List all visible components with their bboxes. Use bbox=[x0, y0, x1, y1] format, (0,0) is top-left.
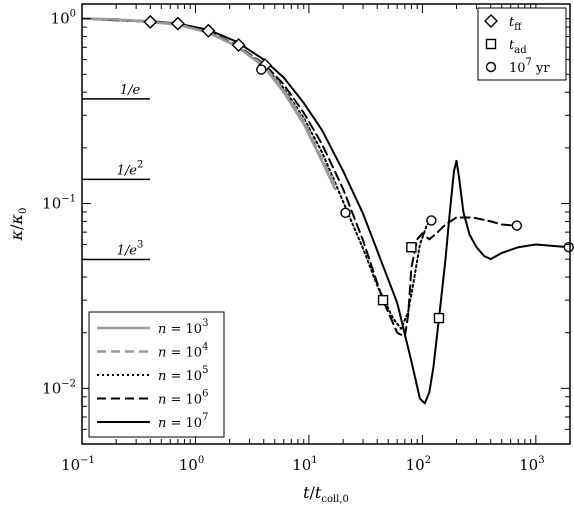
reference-line-label: 1/e bbox=[120, 83, 141, 98]
x-tick-label: 101 bbox=[292, 455, 317, 474]
marker-tff bbox=[201, 23, 216, 38]
series-line-n6 bbox=[81, 17, 516, 338]
marker-layer bbox=[143, 14, 574, 324]
y-tick-label: 100 bbox=[51, 9, 76, 28]
marker-1e7yr bbox=[256, 64, 267, 75]
reference-line-label: 1/e2 bbox=[117, 159, 144, 178]
legend-symbol-circle bbox=[485, 61, 497, 73]
tick-labels: 10−1 100 101 102 103 10−2 10−1 100 bbox=[42, 9, 544, 474]
legend-symbol-diamond bbox=[484, 14, 498, 28]
marker-1e7yr bbox=[511, 220, 523, 231]
series-line-n7 bbox=[81, 17, 571, 405]
y-tick-label: 10−2 bbox=[42, 378, 76, 397]
legend-line-label: n = 103 bbox=[158, 318, 208, 337]
x-tick-label: 103 bbox=[519, 455, 544, 474]
reference-line-label: 1/e3 bbox=[117, 239, 144, 258]
legend-line-label: n = 104 bbox=[158, 342, 208, 361]
plot-frame bbox=[81, 3, 571, 445]
legend-line-label: n = 107 bbox=[158, 412, 208, 431]
marker-tff bbox=[170, 16, 185, 31]
marker-tad bbox=[377, 294, 389, 306]
x-tick-label: 100 bbox=[179, 455, 204, 474]
y-axis-label: κ/κ0 bbox=[7, 208, 29, 242]
legend-marker-label: tad bbox=[509, 38, 527, 56]
legend-line-label: n = 106 bbox=[158, 389, 208, 408]
axis-labels: t/tcoll,0 κ/κ0 bbox=[7, 208, 349, 505]
y-tick-label: 10−1 bbox=[42, 193, 76, 212]
marker-1e7yr bbox=[340, 207, 351, 219]
x-axis-label: t/tcoll,0 bbox=[303, 483, 349, 505]
legend-lines-box bbox=[88, 311, 225, 438]
legend-line-label: n = 105 bbox=[158, 365, 208, 384]
marker-1e7yr bbox=[426, 215, 437, 226]
marker-tff bbox=[231, 38, 246, 53]
x-tick-label: 102 bbox=[406, 455, 431, 474]
legend-lines: n = 103 n = 104 n = 105 n = 106 n = 107 bbox=[88, 311, 225, 438]
legend-symbol-square bbox=[485, 38, 497, 50]
legend-marker-label: tff bbox=[509, 15, 522, 33]
reference-lines: 1/e 1/e2 1/e3 bbox=[82, 83, 150, 261]
legend-marker-label: 107 yr bbox=[509, 57, 550, 76]
marker-tad bbox=[406, 242, 417, 253]
marker-tad bbox=[433, 312, 445, 324]
marker-tff bbox=[143, 14, 158, 29]
x-tick-label: 10−1 bbox=[61, 455, 95, 474]
